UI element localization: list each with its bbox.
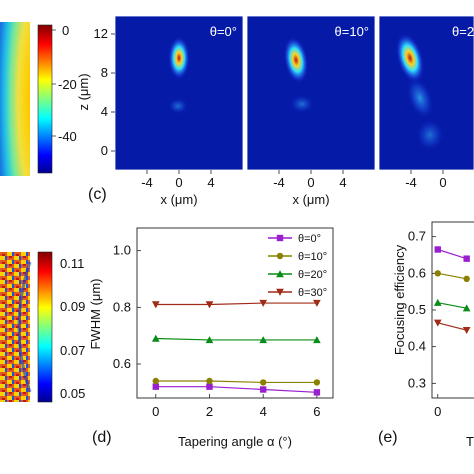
- field-map-2: θ=10°: [246, 15, 376, 171]
- data-point: [433, 319, 442, 327]
- series-line: [437, 322, 467, 331]
- data-point: [205, 336, 214, 344]
- x-axis-label: x (μm): [160, 192, 197, 207]
- x-tick: 0: [175, 175, 182, 190]
- x-tick: 0: [439, 175, 446, 190]
- chart-e: 0.30.40.50.60.7 0 Focusing efficiency T …: [378, 221, 474, 449]
- x-axis-label: x (μm): [292, 192, 329, 207]
- x-tick: 4: [339, 175, 346, 190]
- data-point: [151, 301, 160, 309]
- series-line: [437, 272, 467, 280]
- chart-d-xlabel: Tapering angle α (°): [178, 434, 292, 449]
- colorbar-top: [37, 24, 53, 174]
- y-tick-label: 0.8: [113, 299, 131, 314]
- y-tick-label: 0.7: [408, 229, 426, 244]
- z-tick: 8: [101, 65, 108, 80]
- x-tick-label: 4: [260, 404, 267, 419]
- map-title: θ=10°: [335, 24, 369, 39]
- map-title: θ=2: [452, 24, 474, 39]
- x-tick: 4: [207, 175, 214, 190]
- colorbar-top-tick: -20: [58, 77, 77, 92]
- field-map-3: θ=2: [378, 15, 474, 171]
- phase-map: [0, 22, 30, 176]
- chart-d-ylabel: FWHM (μm): [88, 278, 103, 349]
- data-point: [313, 379, 321, 386]
- panel-label-d: (d): [92, 429, 112, 446]
- x-tick: 0: [307, 175, 314, 190]
- data-point: [462, 326, 471, 335]
- data-point: [152, 383, 159, 390]
- field-map-1: θ=0°: [114, 15, 244, 171]
- z-tick: 0: [101, 143, 108, 158]
- data-point: [463, 275, 470, 283]
- data-point: [151, 334, 160, 342]
- series-line: [155, 337, 317, 341]
- colorbar-top-tick: 0: [62, 23, 69, 38]
- series-line: [437, 248, 467, 260]
- z-tick: 4: [101, 104, 108, 119]
- data-point: [152, 377, 159, 385]
- chart-d-frame: [136, 227, 334, 399]
- x-tick: -4: [405, 175, 417, 190]
- colorbar-bottom-tick: 0.07: [60, 343, 85, 358]
- chart-d-legend: θ=0° θ=10° θ=20° θ=30°: [268, 233, 327, 299]
- colorbar-top-ticks: [52, 29, 56, 137]
- x-tick: -4: [273, 175, 285, 190]
- series-line: [155, 380, 317, 384]
- x-tick-label: 0: [434, 404, 441, 419]
- x-tick: -4: [141, 175, 153, 190]
- y-tick-label: 0.5: [408, 302, 426, 317]
- data-point: [259, 379, 267, 386]
- data-point: [313, 389, 321, 396]
- chart-e-ylabel: Focusing efficiency: [392, 244, 407, 355]
- data-point: [205, 301, 214, 309]
- legend-label: θ=30°: [298, 287, 327, 299]
- panel-label-c: (c): [88, 186, 107, 203]
- data-point: [433, 298, 442, 306]
- series-line: [155, 302, 317, 306]
- z-axis: [111, 33, 115, 152]
- chart-e-xlabel: T: [466, 434, 474, 449]
- series-line: [155, 386, 317, 393]
- legend-marker: [276, 270, 284, 278]
- map-title: θ=0°: [210, 24, 237, 39]
- data-point: [463, 255, 470, 262]
- legend-marker: [276, 288, 284, 296]
- x-tick-label: 0: [152, 404, 159, 419]
- x-tick-label: 2: [206, 404, 213, 419]
- data-point: [313, 336, 321, 344]
- chart-d: 0.6 0.8 1.0 0 2 4 6 θ=0° θ=10° θ=20° θ=30° FWHM …: [88, 227, 334, 449]
- colorbar-bottom-tick: 0.11: [60, 256, 84, 271]
- z-tick: 12: [94, 26, 108, 41]
- data-point: [259, 386, 267, 393]
- y-tick-label: 1.0: [113, 243, 131, 258]
- legend-marker: [276, 234, 284, 242]
- series-line: [437, 302, 467, 309]
- legend-label: θ=20°: [298, 269, 327, 281]
- data-point: [206, 383, 213, 390]
- y-tick-label: 0.3: [408, 375, 426, 390]
- data-point: [259, 336, 268, 344]
- y-tick-label: 0.4: [408, 339, 426, 354]
- colorbar-bottom: [37, 251, 53, 403]
- legend-label: θ=10°: [298, 251, 327, 263]
- data-point: [434, 270, 441, 277]
- data-point: [434, 246, 441, 253]
- data-point: [313, 299, 321, 307]
- y-tick-label: 0.6: [408, 265, 426, 280]
- data-point: [462, 304, 471, 312]
- panel-label-e: (e): [378, 429, 398, 446]
- data-point: [206, 377, 213, 385]
- legend-marker: [276, 252, 284, 260]
- x-tick-label: 6: [313, 404, 320, 419]
- z-axis-label: z (μm): [76, 73, 91, 110]
- x-axis-ticks: [146, 170, 444, 174]
- colorbar-top-tick: -40: [58, 129, 77, 144]
- y-tick-label: 0.6: [113, 356, 131, 371]
- colorbar-bottom-tick: 0.05: [60, 386, 85, 401]
- data-point: [259, 299, 268, 307]
- legend-label: θ=0°: [298, 233, 321, 245]
- colorbar-bottom-tick: 0.09: [60, 299, 85, 314]
